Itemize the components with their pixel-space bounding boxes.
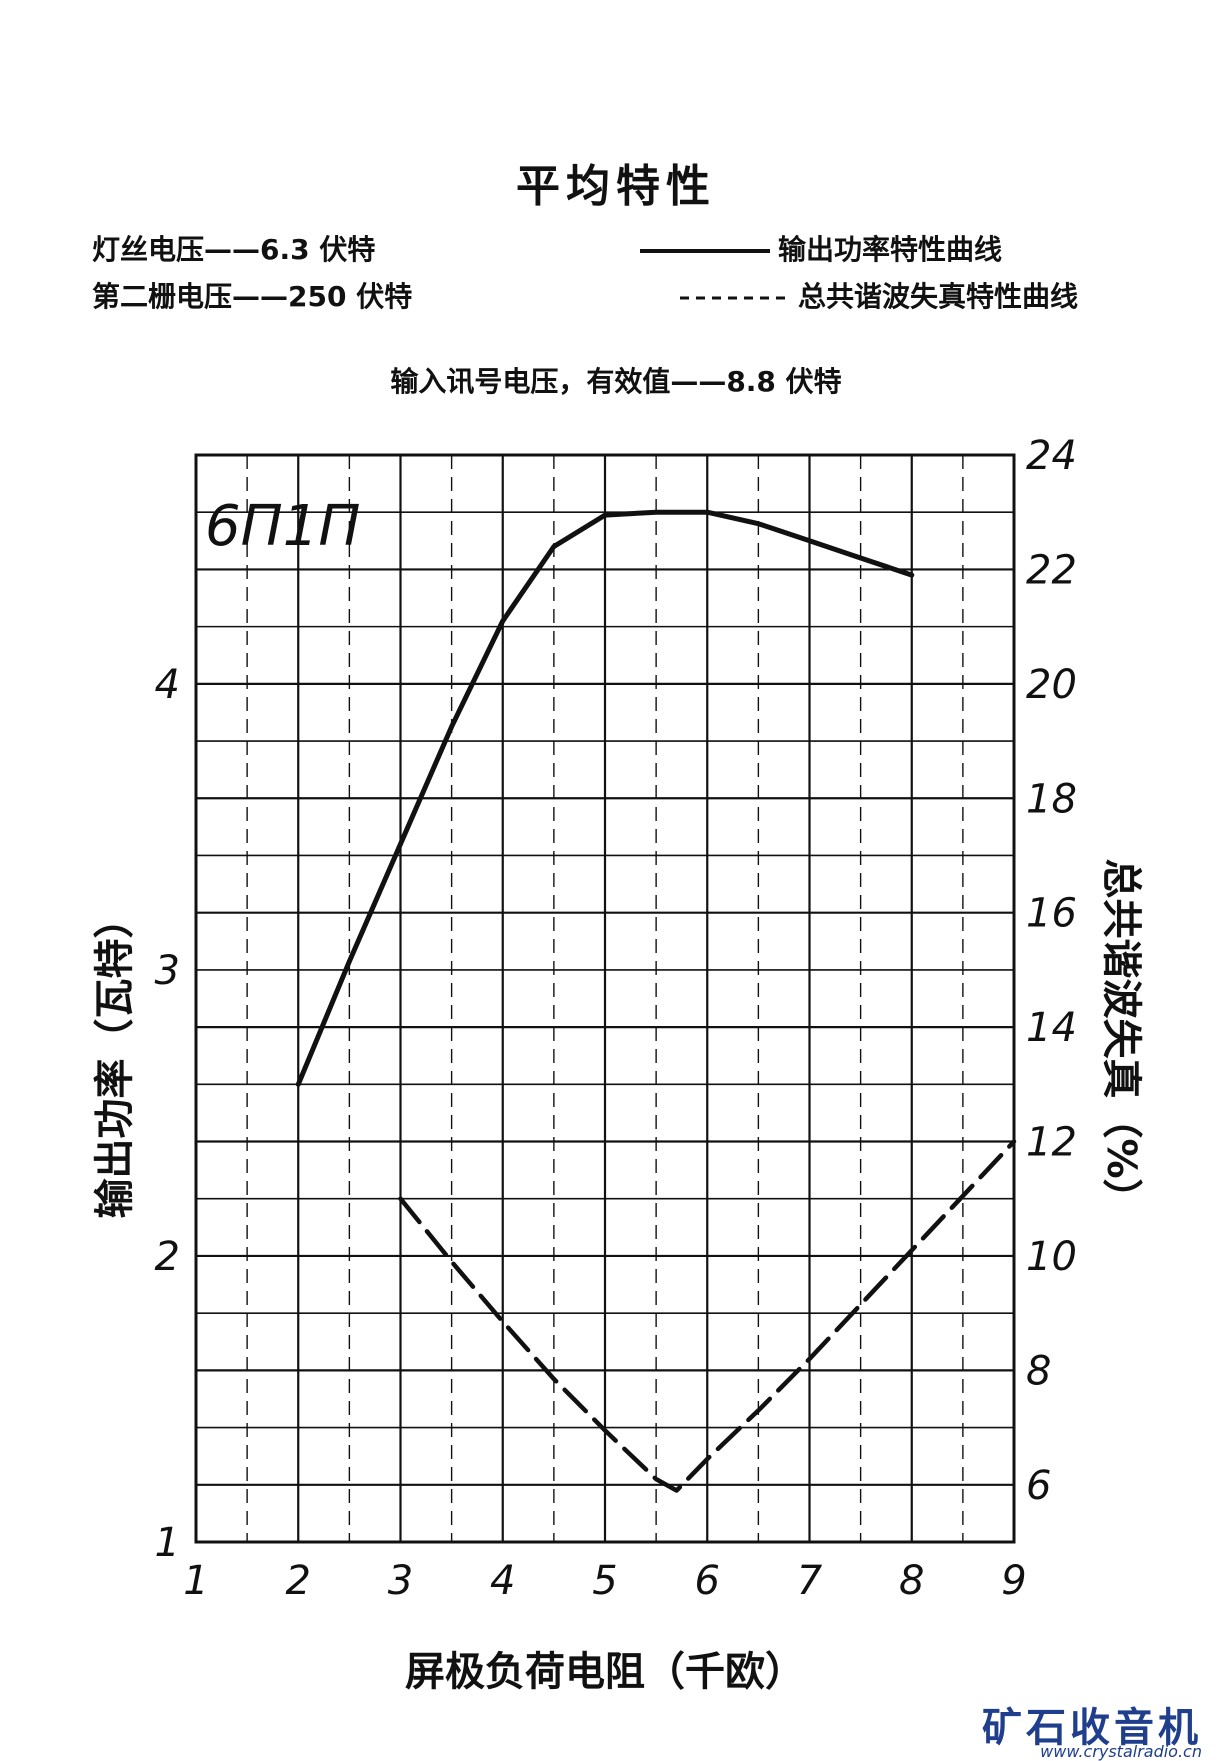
x-tick-label: 9: [1001, 1558, 1026, 1604]
y-left-tick-label: 2: [155, 1234, 180, 1280]
x-tick-label: 4: [490, 1558, 515, 1604]
legend-dashed-line-icon: [680, 296, 790, 300]
chart-series: [295, 509, 1017, 1493]
legend-dashed: 总共谐波失真特性曲线: [680, 275, 1078, 315]
watermark-url: www.crystalradio.cn: [1040, 1742, 1202, 1761]
y-right-tick-label: 22: [1026, 547, 1077, 593]
legend-solid-label: 输出功率特性曲线: [778, 233, 1003, 266]
x-tick-label: 3: [388, 1558, 413, 1604]
y-right-tick-label: 18: [1026, 776, 1077, 822]
x-tick-label: 7: [797, 1558, 823, 1604]
legend-solid-line-icon: [640, 249, 770, 253]
series-distortion-line: [398, 1139, 1017, 1493]
y-right-tick-label: 8: [1026, 1348, 1051, 1394]
screen-voltage-note: 第二栅电压——250 伏特: [92, 280, 413, 313]
y-right-tick-label: 14: [1026, 1005, 1077, 1051]
series-output-power-line: [295, 509, 915, 1087]
y-left-tick-label: 4: [155, 662, 180, 708]
chart-grid: [194, 453, 1016, 1543]
legend-solid: 输出功率特性曲线: [640, 228, 1002, 268]
y-right-tick-label: 16: [1026, 891, 1077, 937]
watermark-title: 矿石收音机: [982, 1705, 1202, 1751]
x-tick-label: 1: [183, 1558, 208, 1604]
x-tick-label: 6: [695, 1558, 720, 1604]
y-right-tick-label: 12: [1026, 1120, 1077, 1166]
page-title: 平均特性: [516, 161, 716, 212]
x-tick-label: 8: [899, 1558, 924, 1604]
y-right-tick-label: 10: [1026, 1234, 1077, 1280]
filament-voltage-note: 灯丝电压——6.3 伏特: [92, 233, 376, 266]
y-left-axis-label: 输出功率（瓦特）: [92, 899, 138, 1219]
x-axis-label: 屏极负荷电阻（千欧）: [405, 1649, 805, 1695]
y-left-tick-label: 3: [155, 948, 180, 994]
model-label: 6П1П: [205, 494, 360, 559]
x-tick-label: 2: [286, 1558, 311, 1604]
y-left-tick-label: 1: [155, 1520, 180, 1566]
y-right-tick-label: 6: [1026, 1463, 1051, 1509]
input-voltage-note: 输入讯号电压，有效值——8.8 伏特: [390, 365, 842, 398]
y-right-tick-label: 20: [1026, 662, 1077, 708]
y-right-axis-label: 总共谐波失真（%）: [1098, 858, 1144, 1218]
plot-frame: [194, 453, 1016, 1544]
x-tick-label: 5: [592, 1558, 617, 1604]
legend-dashed-label: 总共谐波失真特性曲线: [798, 280, 1079, 313]
y-right-tick-label: 24: [1026, 433, 1077, 479]
